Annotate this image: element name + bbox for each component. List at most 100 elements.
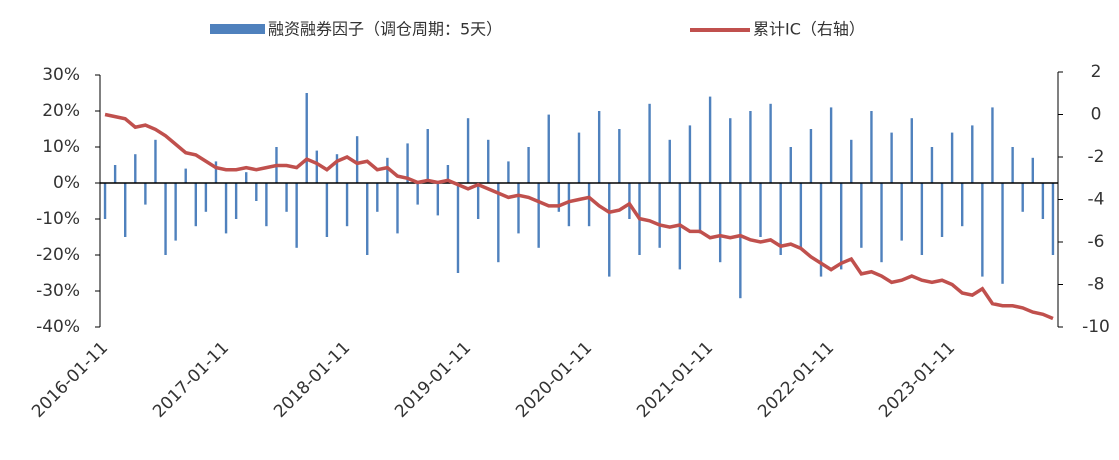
bar xyxy=(366,183,369,255)
bar xyxy=(587,183,591,227)
y-tick-label: 0% xyxy=(53,173,80,193)
bar xyxy=(456,183,460,273)
bar xyxy=(759,183,762,237)
bar xyxy=(890,132,893,183)
bar xyxy=(809,129,813,183)
bar xyxy=(910,118,913,183)
bar xyxy=(224,183,228,234)
bar xyxy=(285,183,288,212)
bar xyxy=(214,161,218,183)
bar xyxy=(900,183,903,241)
bar xyxy=(950,132,954,183)
y-tick-label: -40% xyxy=(36,317,80,337)
bar xyxy=(739,183,742,299)
bar xyxy=(940,183,944,237)
bar xyxy=(718,183,722,263)
bar xyxy=(779,183,782,255)
x-tick-label: 2017-01-11 xyxy=(149,338,233,422)
bar xyxy=(164,183,167,255)
bar xyxy=(234,183,238,219)
bar xyxy=(608,183,611,277)
y2-tick-label: -2 xyxy=(1088,147,1105,167)
y2-tick-label: -6 xyxy=(1088,232,1105,252)
bar xyxy=(698,183,702,234)
x-tick-label: 2019-01-11 xyxy=(391,338,475,422)
bar xyxy=(466,118,470,183)
y-tick-label: -20% xyxy=(36,245,80,265)
bar xyxy=(386,157,389,183)
y2-tick-label: -8 xyxy=(1088,275,1105,295)
bar xyxy=(597,111,601,183)
x-tick-label: 2016-01-11 xyxy=(28,338,112,422)
bar xyxy=(729,118,732,183)
bar xyxy=(829,107,833,183)
bar xyxy=(1041,183,1045,219)
bar xyxy=(265,183,268,227)
bar xyxy=(124,183,127,237)
bar xyxy=(789,147,792,183)
bar xyxy=(799,183,803,248)
bar xyxy=(255,183,258,201)
bar xyxy=(396,183,399,234)
bar xyxy=(184,168,187,183)
bar xyxy=(335,154,339,183)
bar xyxy=(547,114,550,183)
bar xyxy=(839,183,843,270)
x-tick-label: 2020-01-11 xyxy=(512,338,596,422)
bar xyxy=(971,125,974,183)
bar xyxy=(476,183,480,219)
bar xyxy=(749,111,752,183)
bar xyxy=(315,150,319,183)
y2-tick-label: 2 xyxy=(1091,62,1102,82)
bar xyxy=(376,183,379,212)
bar xyxy=(325,183,329,237)
bar xyxy=(245,172,248,183)
y2-tick-label: -4 xyxy=(1088,190,1105,210)
bar xyxy=(850,139,853,183)
bar xyxy=(113,165,117,183)
bar xyxy=(930,147,934,183)
bar xyxy=(426,129,429,183)
bar xyxy=(1051,183,1055,255)
y-tick-label: 30% xyxy=(42,65,80,85)
legend-label: 融资融券因子（调仓周期：5天） xyxy=(268,20,502,39)
bar xyxy=(920,183,924,255)
bar xyxy=(527,147,530,183)
bar xyxy=(577,132,581,183)
bar xyxy=(618,129,621,183)
bar xyxy=(961,183,964,227)
x-tick-label: 2023-01-11 xyxy=(875,338,959,422)
bar xyxy=(295,183,298,248)
bar xyxy=(497,183,500,263)
bar xyxy=(1031,157,1034,183)
bar xyxy=(436,183,440,216)
bar xyxy=(154,139,157,183)
bar xyxy=(416,183,419,205)
bar xyxy=(517,183,520,234)
y-tick-label: -30% xyxy=(36,281,80,301)
bar xyxy=(1001,183,1004,284)
bar xyxy=(981,183,984,277)
bar xyxy=(174,183,177,241)
bar xyxy=(537,183,540,248)
bar xyxy=(628,183,631,219)
bar xyxy=(134,154,137,183)
bar xyxy=(769,103,772,183)
bar xyxy=(880,183,883,263)
y-tick-label: 10% xyxy=(42,137,80,157)
y-tick-label: 20% xyxy=(42,101,80,121)
y2-tick-label: 0 xyxy=(1091,105,1102,125)
legend-label: 累计IC（右轴） xyxy=(753,20,865,39)
ic-line xyxy=(104,112,1054,321)
bar xyxy=(345,183,349,227)
y2-tick-label: -10 xyxy=(1082,317,1110,337)
x-tick-label: 2021-01-11 xyxy=(633,338,717,422)
bar xyxy=(819,183,823,277)
bar xyxy=(406,143,409,183)
bar xyxy=(103,183,107,219)
bar xyxy=(446,165,450,183)
bar xyxy=(668,139,671,183)
bar xyxy=(1011,147,1014,183)
bar xyxy=(507,161,510,183)
bar xyxy=(688,125,692,183)
